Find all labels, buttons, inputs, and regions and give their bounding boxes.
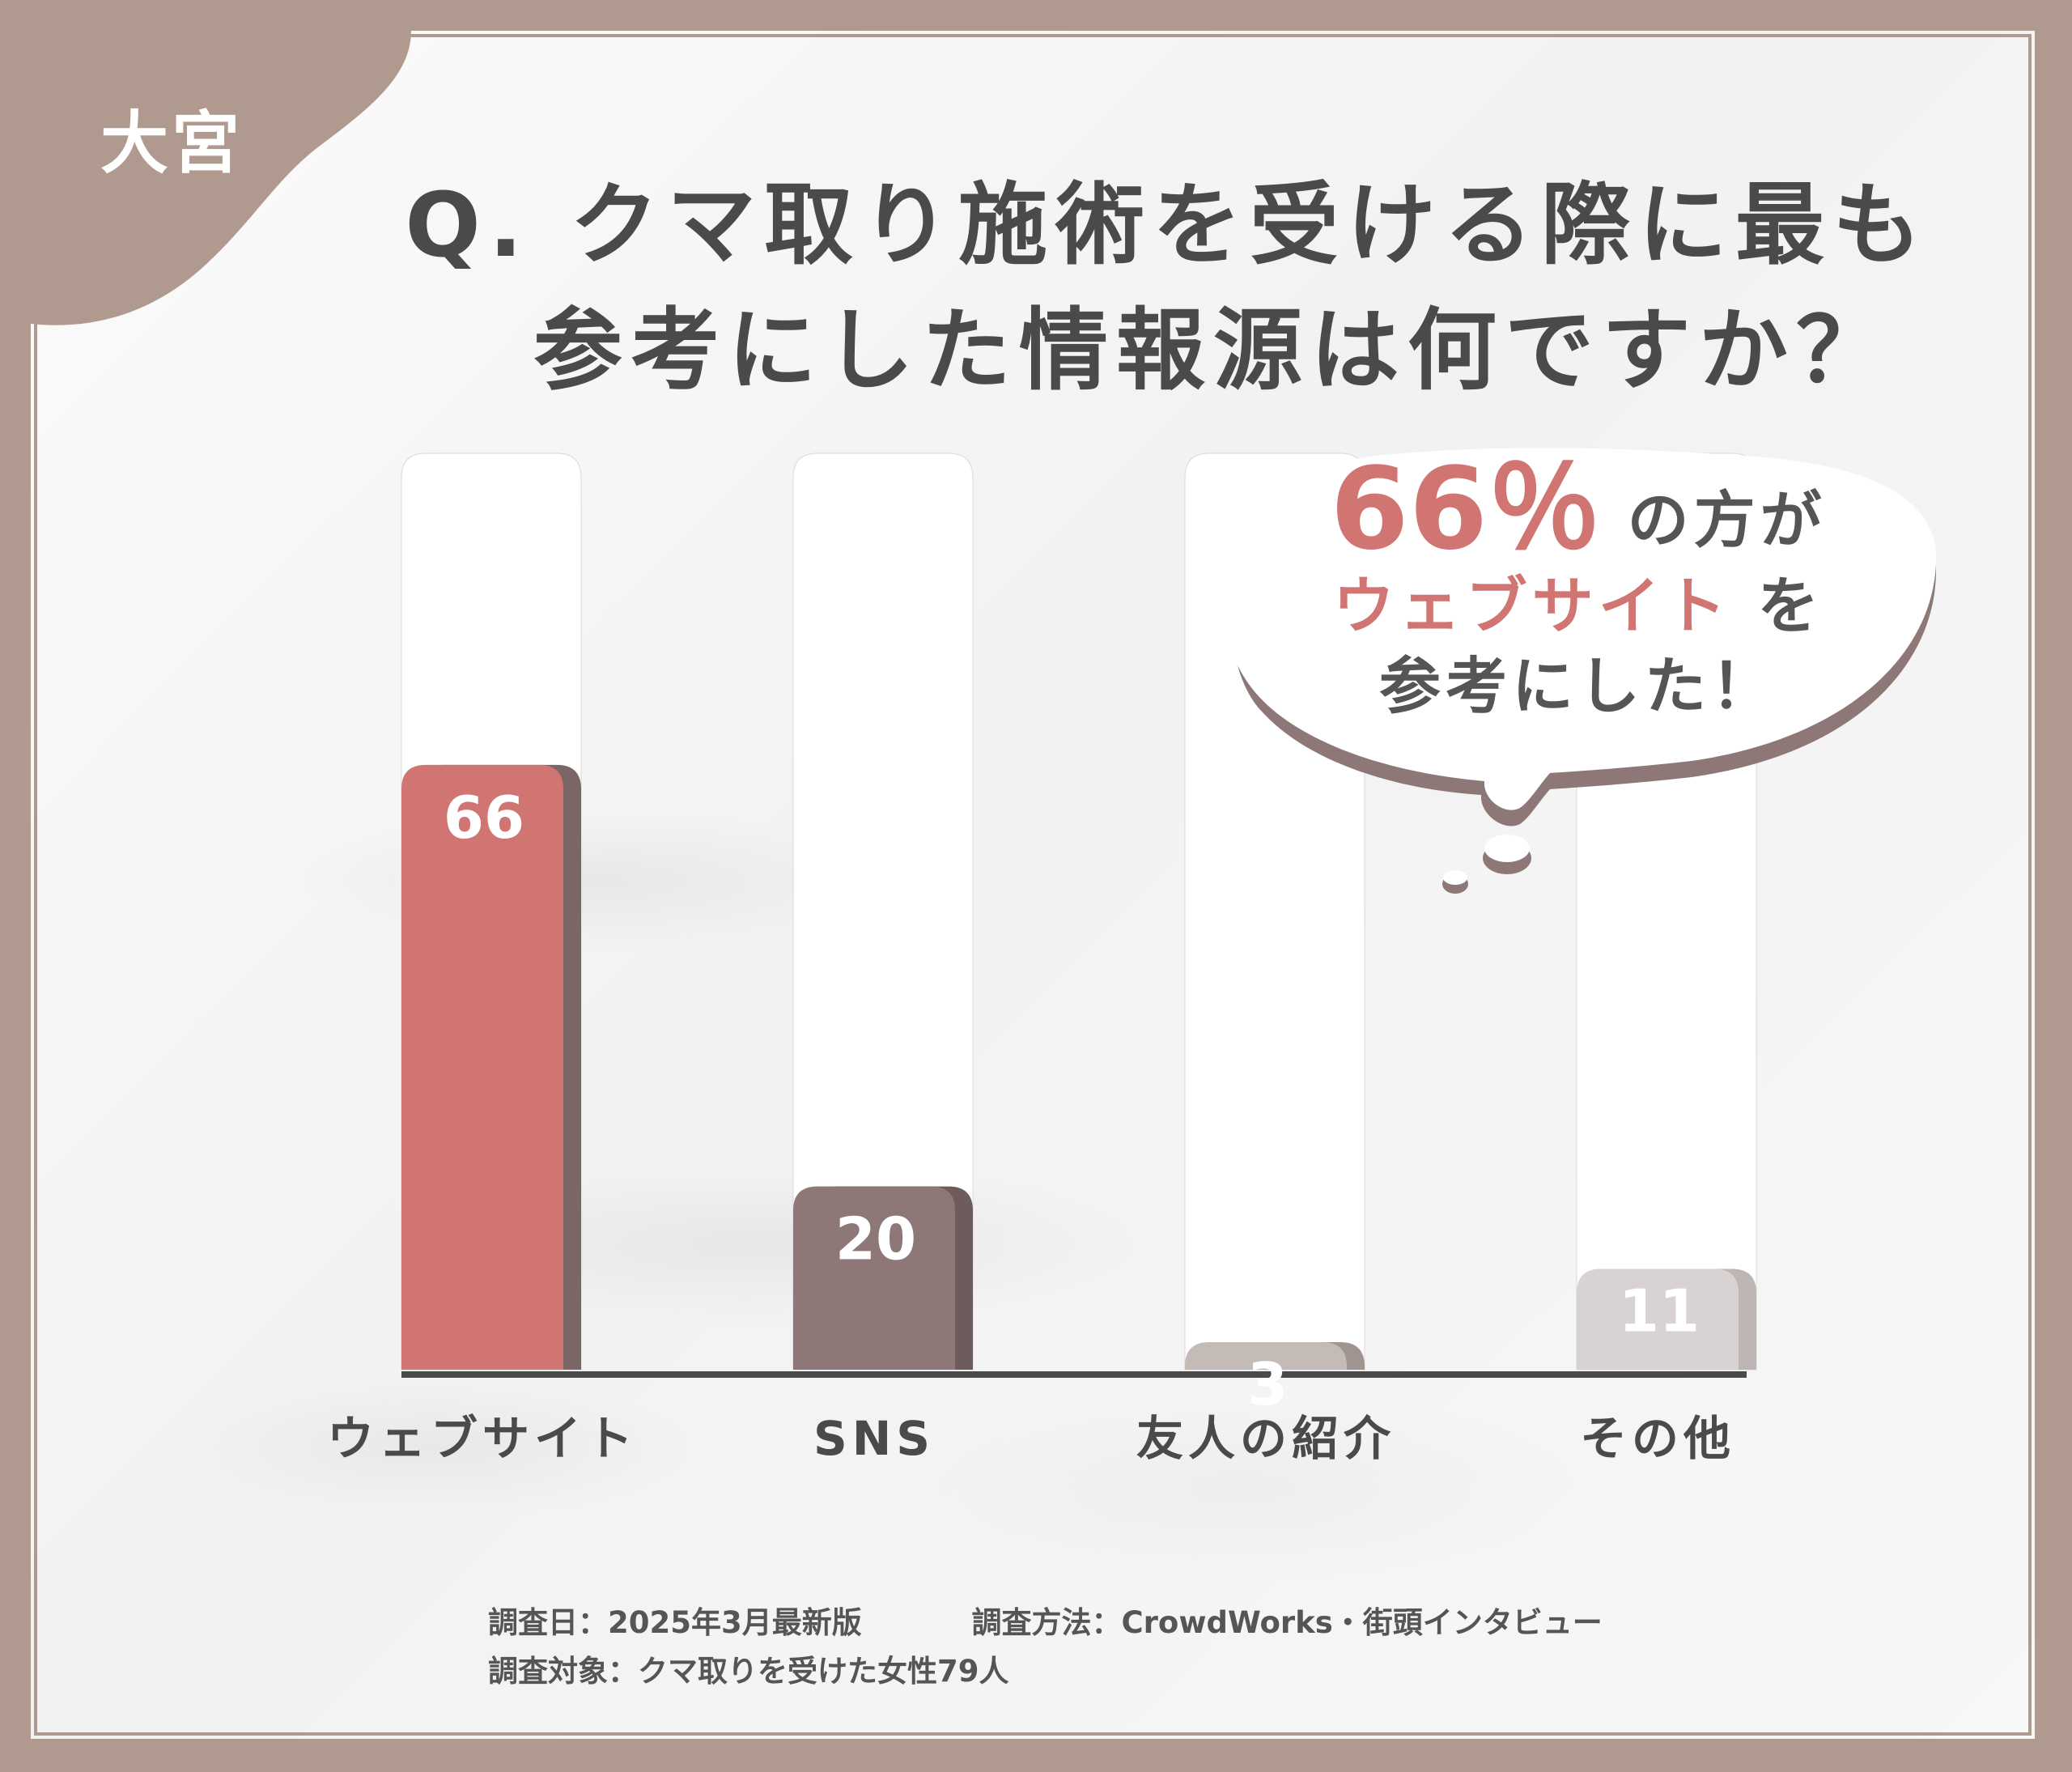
footer-row-1: 調査日：2025年3月最新版 調査方法：CrowdWorks・街頭インタビュー: [488, 1599, 1603, 1647]
category-label-sns: SNS: [813, 1411, 935, 1466]
bar-value-friend: 3: [1247, 1350, 1288, 1418]
callout-text-2: を: [1757, 570, 1824, 642]
category-label-other: その他: [1580, 1411, 1735, 1466]
question-title-line-2: 参考にした情報源は何ですか？: [533, 299, 1893, 402]
survey-date: 調査日：2025年3月最新版: [488, 1605, 862, 1640]
category-label-website: ウェブサイト: [327, 1411, 638, 1466]
survey-target: 調査対象：クマ取りを受けた女性79人: [488, 1654, 1009, 1689]
bar-sns: [793, 1186, 955, 1370]
callout-text: 66％ の方が ウェブサイト を 参考にした！: [1246, 453, 1910, 727]
callout-line-2: ウェブサイト を: [1246, 567, 1910, 647]
bar-value-sns: 20: [835, 1205, 916, 1273]
survey-footer: 調査日：2025年3月最新版 調査方法：CrowdWorks・街頭インタビュー …: [488, 1599, 1603, 1696]
bar-track-sns: [792, 453, 974, 1370]
callout-text-1: の方が: [1627, 484, 1827, 556]
location-label: 大宮: [100, 104, 244, 183]
question-title-line-1: Q. クマ取り施術を受ける際に最も: [405, 173, 1930, 277]
bar-other: [1577, 1268, 1739, 1370]
callout-highlight: ウェブサイト: [1332, 570, 1731, 642]
bar-value-other: 11: [1619, 1277, 1700, 1345]
category-label-friend: 友人の紹介: [1136, 1411, 1395, 1466]
callout-line-3: 参考にした！: [1379, 649, 1777, 722]
survey-method: 調査方法：CrowdWorks・街頭インタビュー: [971, 1605, 1603, 1640]
callout-line-1: 66％ の方が: [1246, 453, 1910, 567]
bar-friend: [1185, 1342, 1347, 1370]
callout-percent: 66％: [1330, 444, 1602, 576]
footer-row-2: 調査対象：クマ取りを受けた女性79人: [488, 1647, 1603, 1696]
bar-value-website: 66: [444, 784, 524, 852]
bar-website: [401, 764, 563, 1370]
